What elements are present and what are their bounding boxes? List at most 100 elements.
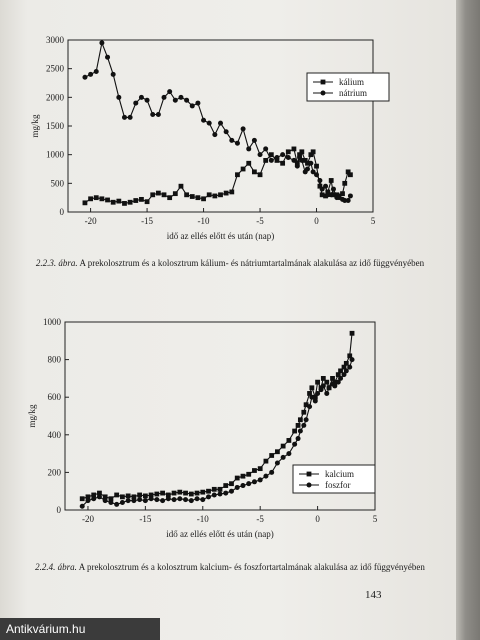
data-point-nátrium (310, 169, 316, 175)
x-axis-label: idő az ellés előtt és után (nap) (166, 529, 273, 539)
y-tick-label: 1000 (43, 317, 62, 327)
data-point-kálium (299, 149, 305, 155)
data-point-kalcium (234, 475, 240, 481)
data-point-nátrium (88, 71, 94, 77)
data-point-foszfor (246, 481, 252, 487)
data-point-nátrium (121, 114, 127, 120)
data-point-kalcium (347, 353, 353, 359)
data-point-kálium (325, 189, 331, 195)
data-point-kálium (323, 193, 328, 199)
data-point-nátrium (345, 198, 351, 204)
data-point-foszfor (341, 372, 347, 378)
x-axis-label: idő az ellés előtt és után (nap) (167, 231, 274, 241)
data-point-kálium (291, 146, 297, 152)
data-point-kálium (144, 199, 150, 205)
data-point-foszfor (297, 428, 303, 434)
data-point-kálium (348, 172, 353, 178)
figure-caption-text-1: A prekolosztrum és a kolosztrum kálium- … (79, 258, 425, 268)
data-point-kalcium (349, 330, 355, 336)
data-point-kalcium (217, 486, 223, 492)
data-point-foszfor (188, 498, 194, 504)
data-point-nátrium (93, 69, 99, 75)
plot-frame (64, 321, 376, 511)
data-point-kalcium (343, 360, 349, 366)
data-point-kálium (263, 158, 269, 163)
data-point-kalcium (332, 379, 338, 385)
data-point-foszfor (206, 494, 212, 500)
data-point-kálium (195, 195, 201, 201)
data-point-nátrium (127, 114, 133, 120)
data-point-nátrium (274, 155, 280, 161)
data-point-kalcium (309, 385, 315, 391)
data-point-kálium (88, 196, 93, 202)
data-point-kálium (342, 180, 348, 186)
data-point-foszfor (217, 491, 223, 497)
data-point-foszfor (223, 490, 229, 496)
y-tick-label: 2500 (46, 64, 65, 74)
data-point-nátrium (178, 94, 184, 100)
data-point-foszfor (114, 501, 120, 507)
data-point-nátrium (347, 193, 353, 199)
data-point-foszfor (263, 473, 269, 479)
y-axis-label: mg/kg (30, 114, 40, 138)
data-point-nátrium (319, 186, 325, 192)
data-point-kalcium (280, 443, 286, 449)
data-point-nátrium (133, 100, 139, 106)
x-tick-label: -20 (85, 216, 97, 226)
data-point-kalcium (108, 496, 114, 502)
data-point-foszfor (154, 497, 160, 503)
x-tick-label: -5 (256, 514, 264, 524)
data-point-kálium (297, 152, 302, 158)
legend-box (292, 464, 376, 494)
data-point-kálium (218, 192, 223, 198)
figure-label-2: 2.2.4. ábra. (35, 562, 77, 572)
data-point-nátrium (317, 177, 323, 183)
data-point-kálium (251, 169, 257, 175)
data-point-foszfor (295, 436, 301, 442)
y-tick-label: 1000 (46, 150, 65, 160)
data-point-kalcium (91, 492, 97, 498)
data-point-kalcium (183, 490, 188, 496)
data-point-kálium (317, 183, 323, 189)
data-point-kálium (150, 192, 156, 198)
data-point-kalcium (200, 489, 206, 495)
data-point-kalcium (142, 493, 148, 499)
data-point-kalcium (307, 391, 312, 396)
x-tick-label: -10 (198, 216, 210, 226)
data-point-foszfor (269, 469, 275, 475)
data-point-kalcium (79, 496, 85, 502)
y-tick-label: 600 (48, 392, 62, 402)
data-point-kálium (139, 196, 144, 202)
data-point-nátrium (294, 163, 300, 169)
data-point-kálium (310, 149, 316, 155)
data-point-nátrium (138, 94, 144, 100)
data-point-kalcium (160, 490, 165, 496)
watermark-logo: Antikvárium.hu (0, 618, 160, 640)
data-point-kalcium (125, 493, 131, 499)
data-point-kalcium (97, 490, 102, 496)
data-point-foszfor (148, 496, 154, 502)
data-point-foszfor (349, 357, 355, 363)
data-point-nátrium (172, 97, 178, 103)
data-point-foszfor (165, 496, 171, 502)
data-point-kalcium (320, 376, 326, 381)
data-point-kálium (116, 198, 122, 204)
data-point-nátrium (304, 166, 310, 172)
data-point-foszfor (338, 375, 344, 381)
data-point-kalcium (211, 486, 217, 492)
data-point-foszfor (142, 498, 148, 504)
data-point-kálium (206, 192, 212, 198)
data-point-kálium (308, 152, 314, 158)
data-point-nátrium (155, 112, 161, 118)
data-point-kalcium (85, 494, 91, 500)
chart-kalcium-foszfor: 0 200 400 600 800 1000 -20 -15 -10 -5 0 5 mg/kg idő a… (27, 317, 378, 539)
data-point-nátrium (263, 146, 269, 152)
x-tick-label: 5 (371, 216, 376, 226)
data-point-kálium (82, 200, 88, 206)
data-point-kálium (93, 195, 99, 201)
data-point-kalcium (188, 491, 194, 497)
data-point-nátrium (229, 137, 235, 143)
page-number: 143 (365, 589, 382, 601)
